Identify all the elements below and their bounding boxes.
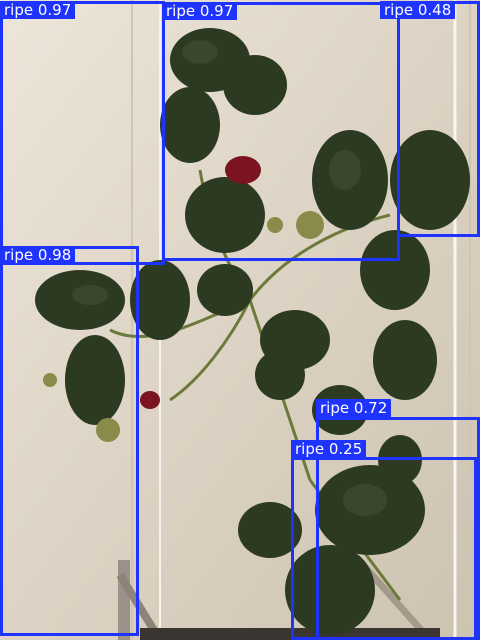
- detection-label: ripe 0.98: [0, 246, 76, 264]
- detection-label: ripe 0.48: [380, 1, 456, 19]
- detection-label: ripe 0.97: [0, 1, 76, 19]
- detection-box: [162, 2, 400, 261]
- detection-box: [397, 1, 480, 237]
- detection-label: ripe 0.97: [162, 2, 238, 20]
- detection-box: [0, 246, 139, 636]
- detection-box: [0, 1, 165, 265]
- detection-box: [291, 457, 477, 640]
- detection-label: ripe 0.72: [316, 399, 392, 417]
- detection-label: ripe 0.25: [291, 440, 367, 458]
